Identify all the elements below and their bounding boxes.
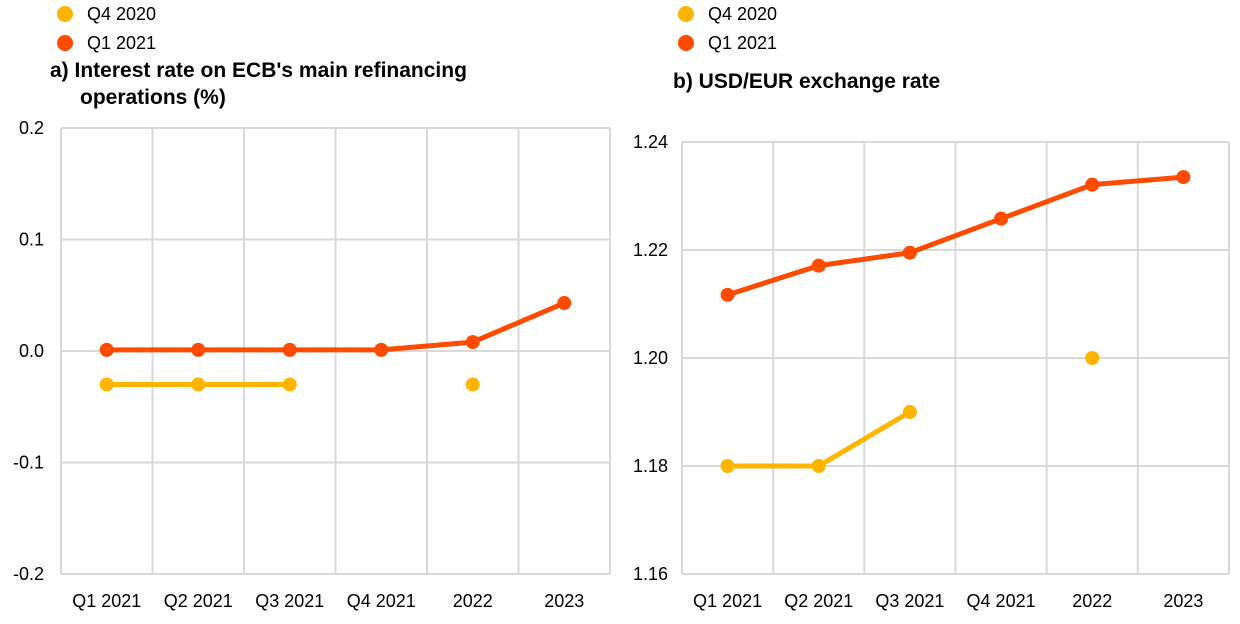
data-point: [994, 211, 1009, 226]
x-tick-label: Q3 2021: [875, 591, 944, 611]
series-q4-2020: [99, 377, 480, 392]
x-tick-label: Q1 2021: [72, 591, 141, 611]
x-tick-label: Q2 2021: [784, 591, 853, 611]
x-tick-label: Q4 2021: [347, 591, 416, 611]
data-point: [282, 377, 297, 392]
chart-panel-2: 1.16 1.18 1.20 1.22 1.24 Q1 2021 Q2 2021 Q3 202…: [633, 4, 1230, 611]
data-point: [720, 459, 735, 473]
y-tick-label: 0.2: [19, 118, 44, 138]
series-line: [725, 174, 1186, 298]
y-tick-label: 0.0: [19, 341, 44, 361]
legend-marker: [57, 35, 73, 51]
data-point: [720, 287, 735, 302]
chart-title: operations (%): [80, 86, 226, 109]
data-point: [902, 405, 917, 419]
y-tick-label: 1.22: [633, 240, 668, 260]
x-tick-label: Q2 2021: [164, 591, 233, 611]
data-point: [99, 342, 114, 357]
series-q1-2021: [720, 170, 1191, 302]
data-point: [811, 258, 826, 273]
data-point: [1085, 351, 1100, 365]
y-tick-label: -0.2: [13, 564, 44, 584]
data-point: [191, 342, 206, 357]
legend-marker: [678, 35, 694, 51]
data-point: [374, 342, 389, 357]
y-tick-label: 0.1: [19, 230, 44, 250]
data-point: [465, 335, 480, 350]
data-point: [1085, 177, 1100, 192]
x-tick-label: Q1 2021: [693, 591, 762, 611]
chart-title: b) USD/EUR exchange rate: [673, 70, 940, 93]
chart-panel-1: -0.2 -0.1 0.0 0.1 0.2 Q1 2021 Q2 2021 Q3 2021 Q4…: [13, 4, 611, 611]
data-point: [465, 377, 480, 392]
x-tick-label: Q4 2021: [967, 591, 1036, 611]
data-point: [99, 377, 114, 392]
series-line: [104, 300, 567, 353]
x-tick-label: 2023: [1163, 591, 1203, 611]
legend-marker: [57, 6, 73, 22]
data-point: [811, 459, 826, 473]
y-tick-label: 1.20: [633, 348, 668, 368]
series-q1-2021: [99, 296, 572, 357]
x-tick-label: Q3 2021: [255, 591, 324, 611]
legend-label: Q4 2020: [87, 4, 156, 24]
legend-marker: [678, 6, 694, 22]
x-tick-label: 2023: [544, 591, 584, 611]
data-point: [1176, 170, 1191, 185]
data-point: [191, 377, 206, 392]
data-point: [557, 296, 572, 311]
x-tick-label: 2022: [453, 591, 493, 611]
series-line: [725, 409, 913, 469]
y-tick-label: 1.24: [633, 132, 668, 152]
y-tick-label: 1.16: [633, 564, 668, 584]
y-tick-label: 1.18: [633, 456, 668, 476]
legend-label: Q1 2021: [708, 33, 777, 53]
data-point: [902, 245, 917, 260]
y-tick-label: -0.1: [13, 453, 44, 473]
x-tick-label: 2022: [1072, 591, 1112, 611]
legend-label: Q4 2020: [708, 4, 777, 24]
data-point: [282, 342, 297, 357]
series-q4-2020: [720, 351, 1100, 473]
chart-title: a) Interest rate on ECB's main refinanci…: [50, 59, 467, 82]
legend-label: Q1 2021: [87, 33, 156, 53]
